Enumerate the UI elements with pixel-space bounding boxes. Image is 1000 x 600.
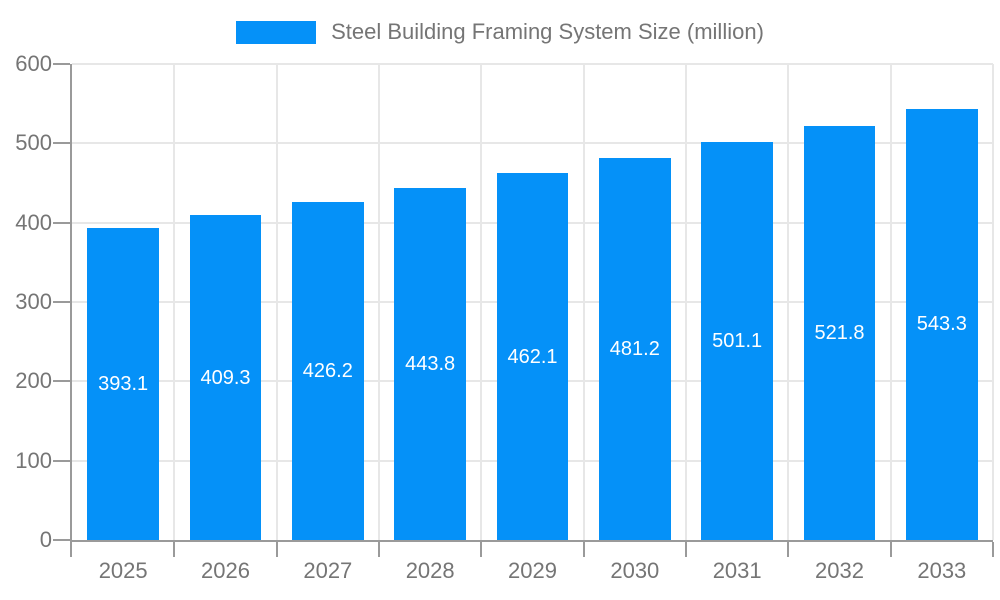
x-tick-label: 2029 bbox=[508, 558, 557, 583]
y-axis-tick bbox=[53, 539, 70, 541]
plot-area: 393.1 409.3 426.2 443.8 462.1 481.2 501.1 521.8… bbox=[53, 63, 994, 557]
legend-title: Steel Building Framing System Size (mill… bbox=[331, 19, 764, 44]
v-gridline bbox=[275, 64, 278, 540]
bar-value-label: 543.3 bbox=[916, 313, 967, 336]
x-axis-tick bbox=[378, 542, 380, 557]
x-axis-tick bbox=[70, 542, 72, 557]
x-tick-label: 2031 bbox=[712, 558, 762, 583]
bar bbox=[292, 201, 364, 540]
y-tick-label: 400 bbox=[15, 209, 52, 235]
y-tick-label: 100 bbox=[15, 447, 52, 473]
x-tick-label: 2030 bbox=[610, 558, 660, 583]
x-axis-tick bbox=[889, 542, 892, 557]
v-gridline bbox=[992, 64, 994, 540]
x-axis-tick bbox=[582, 542, 585, 557]
bar bbox=[189, 215, 262, 540]
legend-item[interactable]: Steel Building Framing System Size (mill… bbox=[0, 12, 1000, 52]
x-axis-tick bbox=[992, 542, 994, 557]
bar-value-label: 426.2 bbox=[302, 359, 353, 382]
bar-value-label: 443.8 bbox=[405, 352, 456, 375]
bar-value-label: 409.3 bbox=[200, 366, 251, 389]
bar bbox=[803, 126, 876, 540]
x-axis-tick bbox=[787, 542, 790, 557]
x-tick-label: 2028 bbox=[405, 558, 455, 583]
y-tick-label: 600 bbox=[15, 51, 52, 76]
bar-value-label: 501.1 bbox=[712, 330, 763, 353]
y-axis-tick bbox=[53, 459, 70, 462]
bar-value-label: 462.1 bbox=[507, 345, 558, 368]
y-axis-tick bbox=[53, 380, 70, 383]
bar bbox=[496, 173, 569, 540]
h-gridline bbox=[72, 63, 993, 65]
y-axis-tick bbox=[53, 63, 70, 65]
v-gridline bbox=[685, 64, 687, 540]
x-axis-tick bbox=[480, 542, 483, 557]
x-tick-label: 2026 bbox=[201, 558, 250, 583]
bar-value-label: 481.2 bbox=[609, 338, 660, 361]
x-tick-label: 2025 bbox=[98, 558, 148, 583]
y-axis-tick bbox=[53, 221, 70, 224]
v-gridline bbox=[582, 64, 585, 540]
x-tick-label: 2033 bbox=[917, 558, 967, 583]
x-axis-tick bbox=[275, 542, 278, 557]
v-gridline bbox=[787, 64, 790, 540]
v-gridline bbox=[889, 64, 892, 540]
y-axis-tick bbox=[53, 142, 70, 145]
x-axis-tick bbox=[685, 542, 687, 557]
x-tick-label: 2027 bbox=[303, 558, 353, 583]
h-gridline bbox=[72, 142, 993, 145]
x-axis-tick bbox=[173, 542, 176, 557]
legend-swatch bbox=[236, 20, 317, 44]
bar bbox=[599, 158, 671, 540]
v-gridline bbox=[173, 64, 176, 540]
bar bbox=[87, 228, 159, 540]
bar-value-label: 393.1 bbox=[98, 373, 149, 396]
y-tick-label: 200 bbox=[15, 368, 52, 394]
y-tick-label: 0 bbox=[39, 527, 52, 552]
y-tick-label: 300 bbox=[15, 289, 52, 314]
v-gridline bbox=[378, 64, 380, 540]
bar-value-label: 521.8 bbox=[814, 322, 865, 345]
bar bbox=[701, 142, 773, 540]
x-tick-label: 2032 bbox=[815, 558, 864, 583]
bar bbox=[906, 108, 978, 540]
bar bbox=[394, 187, 466, 540]
v-gridline bbox=[480, 64, 483, 540]
y-axis-tick bbox=[53, 301, 70, 303]
y-tick-label: 500 bbox=[15, 130, 52, 156]
